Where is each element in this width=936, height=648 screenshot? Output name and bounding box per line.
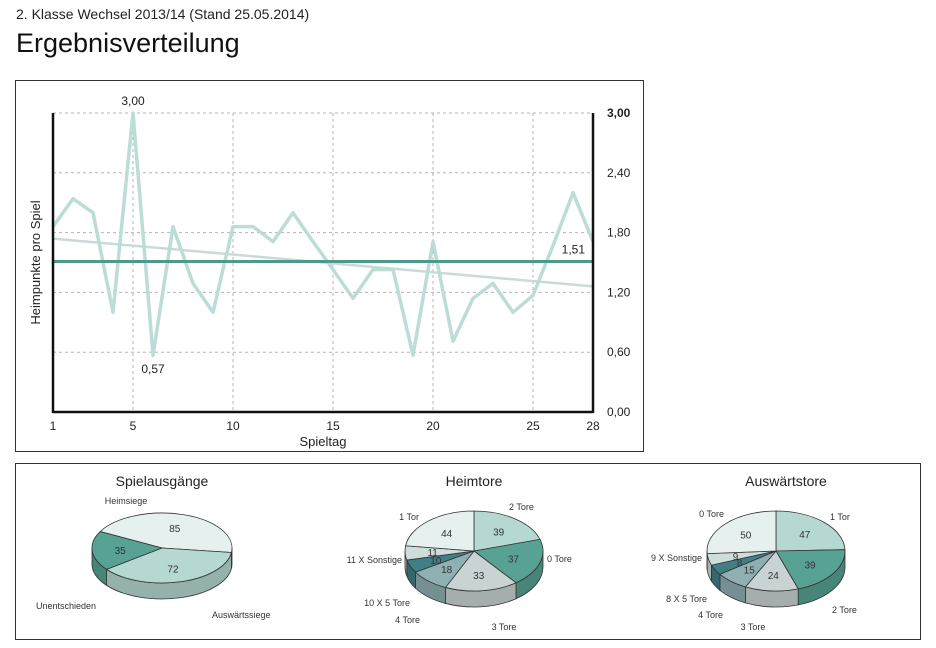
pie-slice-value: 24 <box>768 571 780 582</box>
line-chart: 1,513,000,571 5 10 15 20 25 280,000,601,201,80… <box>28 94 631 449</box>
pie-slice-label: 1 Tor <box>830 512 850 522</box>
y-tick-label: 1,20 <box>607 285 631 299</box>
annotation-label: 3,00 <box>121 94 145 108</box>
pie-slice-label: 11 X Sonstige <box>347 555 402 565</box>
pie-slice-value: 33 <box>473 571 485 582</box>
pie-charts-panel: Spielausgänge 85 Heimsiege 72 Auswärtssiege 3… <box>15 463 921 640</box>
pie-slice-label: 4 Tore <box>698 610 723 620</box>
pie-slice-value: 72 <box>167 564 179 575</box>
pie-slice <box>99 512 233 553</box>
pie-slice-value: 47 <box>799 530 811 541</box>
pie-slice-value: 15 <box>744 565 756 576</box>
x-tick-label: 1 <box>50 419 57 433</box>
pie-slice-value: 37 <box>508 554 520 565</box>
pie-slice-label: 1 Tor <box>399 512 419 522</box>
x-tick-label: 25 <box>526 419 540 433</box>
pie-slice-label: 3 Tore <box>492 622 517 632</box>
pie-slice-label: Unentschieden <box>36 601 96 611</box>
pie-slice-value: 44 <box>441 529 453 540</box>
pie-slice-label: 2 Tore <box>509 502 534 512</box>
series-line <box>51 111 595 357</box>
pie-slice-value: 18 <box>441 565 453 576</box>
pie-chart: Spielausgänge 85 Heimsiege 72 Auswärtssiege 3… <box>36 473 271 620</box>
pie-slice-value: 11 <box>427 548 438 559</box>
pie-slice-label: 0 Tore <box>547 554 572 564</box>
annotation-label: 0,57 <box>141 362 165 376</box>
pie-slice <box>775 549 846 590</box>
pie-title: Auswärtstore <box>745 473 827 489</box>
x-tick-label: 5 <box>130 419 137 433</box>
pie-slice-value: 85 <box>169 524 181 535</box>
pie-chart: Auswärtstore 47 1 Tor 39 2 Tore 24 3 Tore 15 4 T… <box>651 473 857 632</box>
pie-slice-label: 10 X 5 Tore <box>364 598 410 608</box>
pie-slice <box>706 510 777 555</box>
pie-slice <box>473 538 544 584</box>
x-tick-label: 15 <box>326 419 340 433</box>
pie-slice-value: 8 <box>737 558 743 569</box>
y-tick-label: 0,00 <box>607 405 631 419</box>
mean-label: 1,51 <box>562 243 586 257</box>
pie-slice-label: Auswärtssiege <box>212 610 271 620</box>
pie-slice <box>105 547 232 584</box>
pie-slice <box>775 510 846 552</box>
pie-charts: Spielausgänge 85 Heimsiege 72 Auswärtssiege 3… <box>36 473 857 632</box>
pie-slice-label: Heimsiege <box>105 496 148 506</box>
pie-slice-label: 0 Tore <box>699 509 724 519</box>
pie-slice-label: 3 Tore <box>741 622 766 632</box>
pie-chart: Heimtore 39 2 Tore 37 0 Tore 33 3 Tore 18 4 Tore… <box>347 473 572 632</box>
page-title: Ergebnisverteilung <box>16 28 240 58</box>
x-tick-label: 28 <box>586 419 600 433</box>
pie-slice-value: 9 <box>733 552 739 563</box>
pie-slice <box>405 510 475 552</box>
pie-slice <box>473 510 541 552</box>
page-subtitle: 2. Klasse Wechsel 2013/14 (Stand 25.05.2… <box>16 6 310 22</box>
pie-title: Heimtore <box>446 473 503 489</box>
y-tick-label: 0,60 <box>607 345 631 359</box>
pie-slice-label: 4 Tore <box>395 615 420 625</box>
x-tick-label: 10 <box>226 419 240 433</box>
x-axis-label: Spieltag <box>300 434 347 449</box>
pie-slice-value: 39 <box>804 561 816 572</box>
y-tick-label: 3,00 <box>607 106 631 120</box>
line-chart-panel: 1,51 3,00 0,57 1 5 10 15 20 25 28 0,00 0,60 1,20 1,80… <box>15 80 644 452</box>
pie-slice-value: 50 <box>740 531 752 542</box>
pie-slice <box>91 531 164 570</box>
pie-slice-label: 8 X 5 Tore <box>666 594 707 604</box>
pie-slice <box>444 550 517 592</box>
y-axis-label: Heimpunkte pro Spiel <box>28 200 43 324</box>
x-tick-label: 20 <box>426 419 440 433</box>
pie-slice-label: 9 X Sonstige <box>651 553 702 563</box>
pie-slice-label: 2 Tore <box>832 605 857 615</box>
pie-slice-value: 10 <box>430 556 442 567</box>
pie-title: Spielausgänge <box>116 473 209 489</box>
y-tick-label: 1,80 <box>607 226 631 240</box>
pie-slice-value: 39 <box>493 528 505 539</box>
y-tick-label: 2,40 <box>607 166 631 180</box>
pie-slice-value: 35 <box>115 546 127 557</box>
